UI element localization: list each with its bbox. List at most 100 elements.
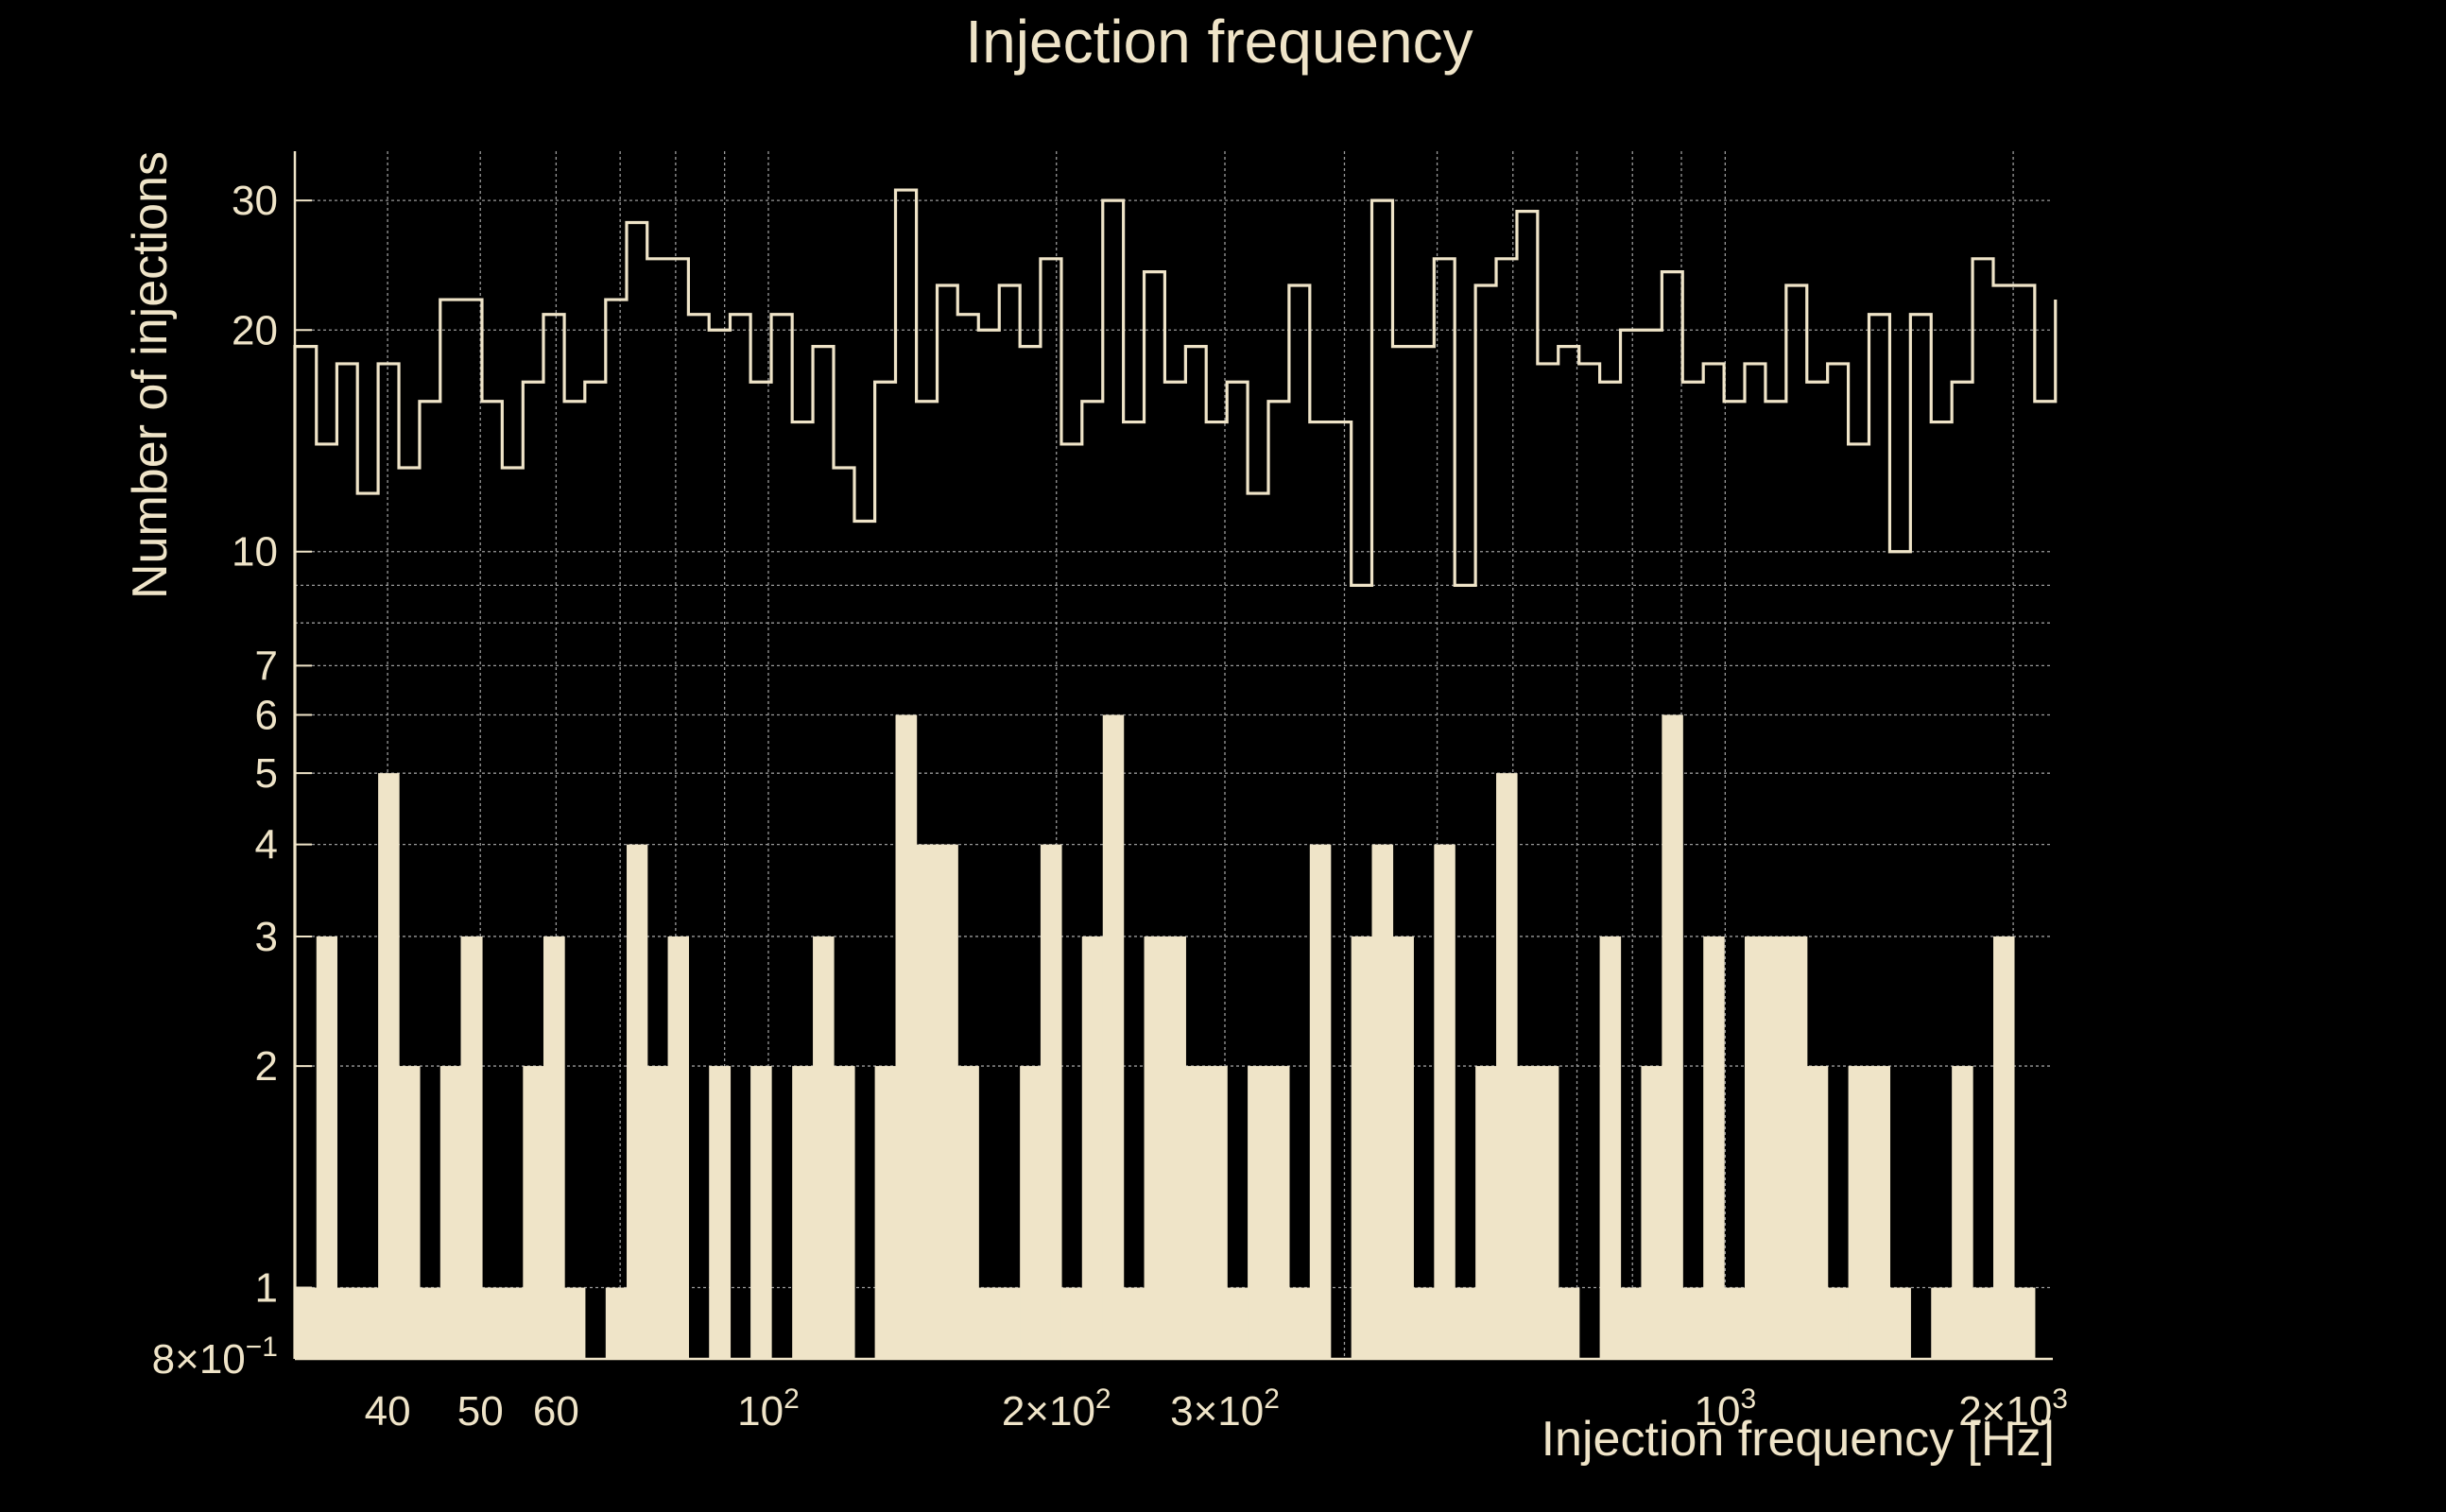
histogram-bar xyxy=(605,1287,628,1359)
histogram-bar xyxy=(1827,1287,1850,1359)
histogram-bar xyxy=(399,1066,421,1359)
histogram-bar xyxy=(502,1287,524,1359)
histogram-bar xyxy=(813,936,835,1359)
histogram-bar xyxy=(978,1287,1000,1359)
histogram-bar xyxy=(1765,936,1787,1359)
histogram-bar xyxy=(1371,844,1394,1359)
histogram-bar xyxy=(1434,844,1456,1359)
x-tick-label: 102 xyxy=(737,1383,800,1435)
y-tick-label: 8×10−1 xyxy=(152,1332,278,1383)
histogram-bar xyxy=(1537,1066,1559,1359)
y-tick-label: 4 xyxy=(255,822,278,868)
histogram-bar xyxy=(336,1287,358,1359)
histogram-bar xyxy=(378,773,400,1359)
histogram-bar xyxy=(1288,1287,1311,1359)
y-tick-label: 7 xyxy=(255,643,278,689)
histogram-bar xyxy=(750,1066,772,1359)
histogram-bar xyxy=(999,1287,1021,1359)
histogram-bar xyxy=(1206,1066,1228,1359)
histogram-bar xyxy=(1144,936,1166,1359)
histogram-bar xyxy=(957,1066,979,1359)
histogram-bar xyxy=(646,1066,669,1359)
x-tick-label: 50 xyxy=(457,1388,504,1435)
y-axis-label: Number of injections xyxy=(123,151,178,599)
histogram-bar xyxy=(709,1066,732,1359)
x-tick-label: 40 xyxy=(365,1388,411,1435)
histogram-bar xyxy=(1931,1287,1953,1359)
histogram-bar xyxy=(523,1066,544,1359)
x-tick-labels: 40 50 60 102 2×102 3×102 103 2×103 xyxy=(365,1383,2068,1435)
histogram-bar xyxy=(1248,1066,1269,1359)
histogram-bar xyxy=(2013,1287,2036,1359)
histogram-bar xyxy=(627,844,648,1359)
histogram-bar xyxy=(481,1287,503,1359)
histogram-bar xyxy=(1227,1287,1249,1359)
filled-histogram xyxy=(295,714,2036,1359)
histogram-bar xyxy=(1641,1066,1662,1359)
x-axis-label: Injection frequency [Hz] xyxy=(1542,1412,2055,1467)
histogram-bar xyxy=(1123,1287,1145,1359)
histogram-bar xyxy=(295,1287,318,1359)
histogram-bar xyxy=(916,844,939,1359)
histogram-bar xyxy=(316,936,337,1359)
histogram-bar xyxy=(1040,844,1062,1359)
histogram-bar xyxy=(792,1066,814,1359)
histogram-bar xyxy=(1020,1066,1042,1359)
y-tick-label: 30 xyxy=(232,178,278,224)
histogram-bar xyxy=(874,1066,897,1359)
histogram-bar xyxy=(1164,936,1186,1359)
histogram-bar xyxy=(1060,1287,1083,1359)
histogram-bar xyxy=(1516,1066,1539,1359)
y-tick-label: 10 xyxy=(232,529,278,576)
histogram-bar xyxy=(1972,1287,1994,1359)
histogram-bar xyxy=(1703,936,1725,1359)
histogram-bar xyxy=(419,1287,441,1359)
histogram-bar xyxy=(1558,1287,1580,1359)
histogram-bar xyxy=(834,1066,855,1359)
histogram-bar xyxy=(1662,714,1683,1359)
y-tick-label: 1 xyxy=(255,1265,278,1312)
histogram-bar xyxy=(937,844,958,1359)
histogram-bar xyxy=(1413,1287,1435,1359)
step-outline-histogram xyxy=(293,188,2058,1359)
histogram-bar xyxy=(1785,936,1808,1359)
y-tick-labels: 8×10−1 1 2 3 4 5 67 10 20 30 xyxy=(152,178,278,1383)
y-tick-label: 20 xyxy=(232,307,278,353)
histogram-bar xyxy=(357,1287,379,1359)
histogram-bar xyxy=(1351,936,1373,1359)
histogram-bar xyxy=(439,1066,462,1359)
histogram-bar xyxy=(1889,1287,1911,1359)
histogram-bar xyxy=(1496,773,1518,1359)
histogram-bar xyxy=(895,714,918,1359)
histogram-bar xyxy=(1455,1287,1476,1359)
histogram-bar xyxy=(1309,844,1332,1359)
histogram-bar xyxy=(1185,1066,1207,1359)
histogram-bar xyxy=(1102,714,1125,1359)
histogram-bar xyxy=(460,936,483,1359)
histogram-bar xyxy=(1392,936,1414,1359)
histogram-bar xyxy=(1599,936,1622,1359)
histogram-bar xyxy=(1620,1287,1643,1359)
histogram-bar xyxy=(1806,1066,1829,1359)
y-tick-label: 3 xyxy=(255,914,278,960)
y-tick-label: 5 xyxy=(255,750,278,797)
x-tick-label: 60 xyxy=(533,1388,579,1435)
histogram-bar xyxy=(1081,936,1104,1359)
histogram-bar xyxy=(1268,1066,1290,1359)
histogram-bar xyxy=(543,936,565,1359)
histogram-bar xyxy=(1724,1287,1746,1359)
histogram-bar xyxy=(1475,1066,1497,1359)
x-tick-label: 3×102 xyxy=(1170,1383,1280,1435)
histogram-bar xyxy=(667,936,689,1359)
x-tick-label: 103 xyxy=(1695,1383,1757,1435)
histogram-bar xyxy=(1992,936,2015,1359)
histogram-bar xyxy=(1848,1066,1870,1359)
x-tick-label: 2×102 xyxy=(1002,1383,1111,1435)
histogram-bar xyxy=(1744,936,1766,1359)
axes-frame xyxy=(293,151,2053,1361)
y-tick-label: 6 xyxy=(255,692,278,738)
histogram-bar xyxy=(564,1287,586,1359)
chart-title: Injection frequency xyxy=(965,8,1473,76)
histogram-bar xyxy=(1952,1066,1973,1359)
